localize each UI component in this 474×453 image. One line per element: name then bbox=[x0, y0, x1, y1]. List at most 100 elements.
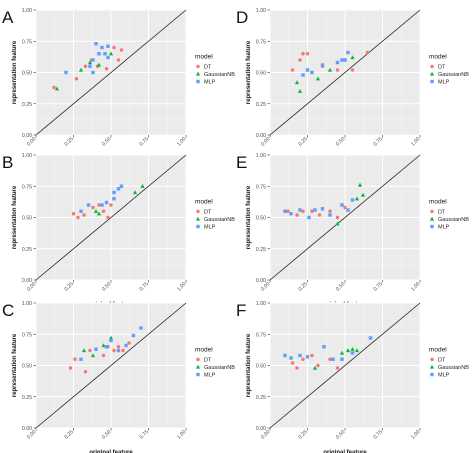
data-point bbox=[357, 182, 363, 187]
series-dt bbox=[71, 203, 113, 220]
legend-key-square bbox=[196, 224, 200, 229]
y-tick-label: 0.50 bbox=[22, 364, 32, 370]
data-point bbox=[298, 58, 302, 62]
series-dt bbox=[286, 205, 347, 220]
y-tick-label: 0.75 bbox=[22, 332, 32, 338]
data-point bbox=[104, 67, 109, 71]
series-mlp bbox=[283, 198, 355, 220]
panel-f: 0.00 0.25 0.50 0.75 1.00 0.00 0.25 0.50 0.75 1.00… bbox=[236, 301, 469, 453]
x-tick-label: 0.25 bbox=[64, 281, 75, 292]
data-point bbox=[132, 190, 138, 195]
data-point bbox=[310, 209, 314, 213]
data-point bbox=[313, 208, 317, 212]
data-point bbox=[116, 348, 121, 353]
panel-letter: E bbox=[236, 153, 247, 172]
data-point bbox=[335, 366, 340, 370]
data-point bbox=[108, 51, 114, 56]
data-point bbox=[335, 221, 340, 226]
legend-key-triangle bbox=[195, 364, 201, 369]
data-point bbox=[310, 70, 314, 75]
data-point bbox=[345, 348, 351, 353]
legend-key-square bbox=[430, 79, 434, 84]
series-mlp bbox=[283, 336, 373, 361]
data-point bbox=[104, 200, 109, 205]
x-tick-label: 0.50 bbox=[101, 136, 112, 147]
data-point bbox=[119, 48, 124, 52]
data-point bbox=[64, 70, 68, 75]
x-tick-label: 0.00 bbox=[26, 136, 37, 147]
legend-label: DT bbox=[204, 358, 212, 364]
data-point bbox=[101, 343, 106, 348]
data-point bbox=[87, 60, 93, 65]
data-point bbox=[339, 350, 345, 355]
data-point bbox=[112, 190, 116, 195]
y-tick-label: 0.25 bbox=[256, 102, 266, 108]
data-point bbox=[289, 212, 293, 216]
data-point bbox=[101, 353, 106, 358]
x-tick-label: 0.50 bbox=[335, 281, 346, 292]
y-tick-label: 1.00 bbox=[256, 153, 266, 159]
x-tick-label: 0.25 bbox=[64, 429, 75, 440]
data-point bbox=[301, 209, 305, 213]
x-tick-label: 0.00 bbox=[26, 281, 37, 292]
y-tick-label: 0.00 bbox=[256, 426, 266, 432]
data-point bbox=[328, 357, 332, 361]
data-point bbox=[73, 357, 77, 361]
y-tick-label: 0.75 bbox=[256, 39, 266, 45]
panel-d: 0.00 0.25 0.50 0.75 1.00 0.00 0.25 0.50 0.75 1.00… bbox=[236, 8, 469, 163]
data-point bbox=[86, 203, 91, 207]
x-axis-title: original feature bbox=[323, 450, 367, 453]
data-point bbox=[316, 363, 320, 368]
y-axis-title: representation feature bbox=[246, 40, 252, 104]
series-gaussiannb bbox=[54, 51, 114, 91]
data-point bbox=[305, 355, 310, 359]
data-point bbox=[286, 209, 290, 213]
data-point bbox=[346, 208, 350, 212]
data-point bbox=[295, 366, 299, 370]
legend-label: MLP bbox=[204, 80, 216, 86]
data-point bbox=[320, 63, 325, 67]
legend-key-triangle bbox=[195, 71, 201, 76]
data-point bbox=[100, 45, 104, 50]
legend-label: GaussianNB bbox=[438, 365, 469, 371]
data-point bbox=[88, 348, 92, 353]
x-tick-label: 1.00 bbox=[176, 136, 187, 147]
legend-key-triangle bbox=[429, 71, 435, 76]
data-point bbox=[104, 345, 109, 349]
data-point bbox=[305, 52, 310, 56]
data-point bbox=[335, 60, 340, 65]
x-tick-label: 0.75 bbox=[373, 136, 384, 147]
panel-a: 0.00 0.25 0.50 0.75 1.00 0.00 0.25 0.50 0.75 1.00… bbox=[2, 8, 235, 163]
data-point bbox=[340, 357, 344, 361]
legend-label: MLP bbox=[438, 80, 450, 86]
x-tick-label: 1.00 bbox=[176, 281, 187, 292]
x-tick-label: 0.75 bbox=[139, 429, 150, 440]
data-point bbox=[298, 353, 302, 358]
panel-letter: A bbox=[2, 8, 14, 27]
data-point bbox=[354, 196, 360, 201]
data-point bbox=[322, 345, 326, 349]
data-point bbox=[112, 197, 116, 201]
data-point bbox=[96, 62, 102, 67]
series-mlp bbox=[301, 50, 350, 77]
data-point bbox=[290, 361, 295, 365]
legend-key-circle bbox=[430, 357, 434, 362]
data-point bbox=[368, 336, 373, 340]
data-point bbox=[71, 212, 76, 216]
data-point bbox=[290, 68, 295, 72]
panel-b: 0.00 0.25 0.50 0.75 1.00 0.00 0.25 0.50 0.75 1.00… bbox=[2, 153, 235, 308]
panel-letter: C bbox=[2, 301, 14, 320]
reference-line bbox=[269, 302, 421, 429]
legend-title: model bbox=[429, 347, 447, 354]
data-point bbox=[317, 213, 322, 217]
reference-line bbox=[35, 9, 187, 136]
y-tick-label: 0.00 bbox=[22, 426, 32, 432]
series-mlp bbox=[64, 42, 110, 75]
legend-label: GaussianNB bbox=[204, 217, 235, 223]
data-point bbox=[106, 44, 110, 48]
y-axis-title: representation feature bbox=[12, 333, 18, 397]
panel-letter: B bbox=[2, 153, 13, 172]
reference-line bbox=[35, 302, 187, 429]
y-tick-label: 0.25 bbox=[22, 247, 32, 253]
